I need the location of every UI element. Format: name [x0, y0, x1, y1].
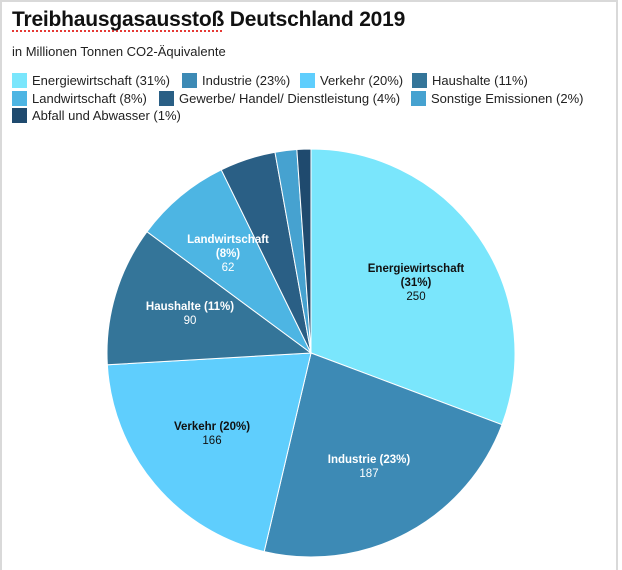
legend-swatch — [411, 90, 426, 106]
chart-subtitle: in Millionen Tonnen CO2-Äquivalente — [12, 44, 226, 59]
slice-label-name: Haushalte (11%) — [146, 301, 234, 313]
slice-label-name: Industrie (23%) — [328, 454, 411, 466]
slice-label-percent: (8%) — [216, 248, 240, 260]
legend-item[interactable]: Sonstige Emissionen (2%) — [411, 90, 583, 106]
legend-label: Verkehr (20%) — [320, 72, 404, 88]
slice-label-value: 90 — [184, 315, 197, 327]
chart-title: Treibhausgasausstoß Deutschland 2019 — [12, 8, 405, 32]
title-misspelled-word: Treibhausgasausstoß — [12, 8, 225, 31]
slice-label: Energiewirtschaft (31%) 250 — [368, 263, 465, 303]
legend-label: Sonstige Emissionen (2%) — [431, 90, 584, 106]
legend-swatch — [12, 107, 27, 123]
pie-slice[interactable] — [106, 352, 312, 553]
legend-swatch — [300, 72, 315, 88]
slice-label-value: 250 — [406, 291, 425, 303]
slice-label-value: 62 — [222, 262, 235, 274]
legend-label: Energiewirtschaft (31%) — [32, 72, 170, 88]
legend-label: Abfall und Abwasser (1%) — [32, 107, 181, 123]
pie-slice[interactable] — [310, 148, 516, 426]
legend-item[interactable]: Gewerbe/ Handel/ Dienstleistung (4%) — [159, 90, 400, 106]
legend-swatch — [12, 72, 27, 88]
slice-label: Landwirtschaft (8%) 62 — [187, 234, 269, 274]
slice-label-value: 187 — [359, 468, 378, 480]
legend-label: Landwirtschaft (8%) — [32, 90, 147, 106]
legend-label: Industrie (23%) — [202, 72, 291, 88]
slice-label-percent: (31%) — [401, 277, 432, 289]
legend-item[interactable]: Landwirtschaft (8%) — [12, 90, 147, 106]
title-rest: Deutschland 2019 — [224, 8, 406, 31]
pie-slice[interactable] — [106, 230, 313, 366]
legend-item[interactable]: Abfall und Abwasser (1%) — [12, 107, 181, 123]
legend-label: Haushalte (11%) — [432, 72, 528, 88]
legend-swatch — [12, 90, 27, 106]
legend-item[interactable]: Haushalte (11%) — [412, 72, 528, 88]
pie-slice[interactable] — [146, 169, 312, 354]
legend-item[interactable]: Industrie (23%) — [182, 72, 290, 88]
slice-label: Haushalte (11%) 90 — [146, 301, 234, 327]
pie-slice[interactable] — [296, 148, 312, 354]
slice-label-name: Energiewirtschaft — [368, 263, 465, 275]
pie-slice[interactable] — [263, 352, 503, 558]
slice-label-value: 166 — [202, 435, 221, 447]
slice-label: Verkehr (20%) 166 — [174, 421, 250, 447]
legend-item[interactable]: Energiewirtschaft (31%) — [12, 72, 170, 88]
legend-swatch — [412, 72, 427, 88]
slice-label-name: Landwirtschaft — [187, 234, 269, 246]
slice-label-name: Verkehr (20%) — [174, 421, 250, 433]
legend-item[interactable]: Verkehr (20%) — [300, 72, 403, 88]
legend-swatch — [159, 90, 174, 106]
legend-label: Gewerbe/ Handel/ Dienstleistung (4%) — [179, 90, 401, 106]
slice-label: Industrie (23%) 187 — [328, 454, 411, 480]
legend-swatch — [182, 72, 197, 88]
